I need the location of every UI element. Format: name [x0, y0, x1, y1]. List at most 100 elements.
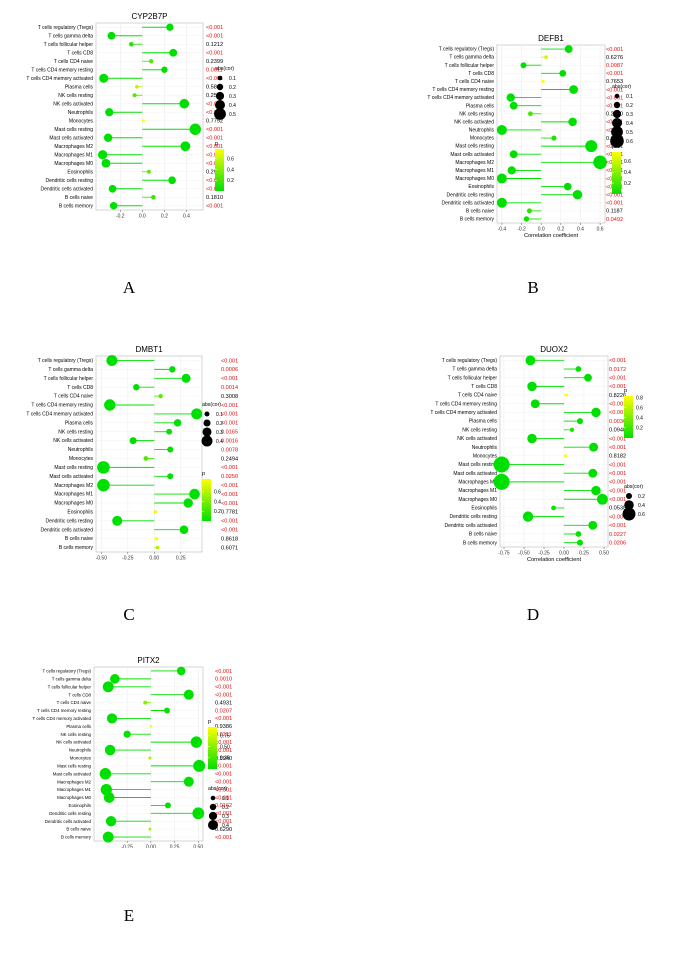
size-legend-label: 0.2 [638, 494, 645, 500]
lollipop-point [99, 73, 109, 83]
cell-type-label: Macrophages M2 [54, 144, 93, 150]
panel-letter-d: D [526, 605, 540, 624]
cell-type-label: Dendritic cells activated [444, 523, 497, 529]
lollipop-point [149, 59, 154, 64]
p-value-label: <0.001 [609, 514, 626, 520]
color-legend-label: 0.2 [227, 178, 234, 184]
lollipop-point [164, 707, 170, 714]
lollipop-point [132, 93, 137, 98]
lollipop-point [564, 393, 568, 397]
lollipop-point [568, 117, 577, 127]
cell-type-label: T cells CD4 memory activated [26, 412, 93, 418]
size-legend-label: 0.1 [216, 412, 223, 418]
lollipop-point [576, 418, 584, 425]
lollipop-point [179, 98, 190, 109]
size-legend-label: 0.2 [229, 85, 236, 91]
cell-type-label: T cells CD8 [468, 71, 494, 77]
color-legend-label: 0.6 [624, 159, 631, 165]
cell-type-label: T cells gamma delta [52, 676, 92, 681]
cell-type-label: T cells CD4 naive [458, 393, 497, 399]
cell-type-label: NK cells resting [58, 93, 93, 99]
lollipop-point [506, 93, 515, 102]
cell-type-label: T cells CD4 memory activated [26, 76, 93, 82]
p-value-label: <0.001 [206, 127, 223, 133]
x-tick-label: 0.50 [193, 845, 203, 849]
size-legend-key [215, 91, 225, 101]
lollipop-point [173, 419, 182, 427]
p-value-label: <0.001 [206, 178, 223, 184]
chart-title: PITX2 [137, 656, 160, 665]
p-value-label: 0.2399 [206, 59, 223, 65]
p-value-label: <0.001 [206, 153, 223, 159]
color-legend-label: 0.50 [220, 744, 230, 750]
lollipop-point [166, 428, 173, 435]
lollipop-point [148, 756, 152, 760]
lollipop-point [527, 381, 537, 392]
lollipop-point [143, 456, 149, 461]
p-value-label: 0.0207 [215, 708, 232, 714]
p-value-label: 0.1212 [206, 42, 223, 48]
lollipop-point [551, 505, 557, 511]
p-value-label: <0.001 [609, 384, 626, 390]
lollipop-point [180, 141, 191, 152]
p-value-label: <0.001 [221, 421, 238, 427]
panel-letter-a: A [122, 278, 136, 297]
lollipop-point [101, 158, 111, 168]
size-legend-title: abs(cor) [202, 402, 221, 408]
p-value-label: 0.2572 [206, 93, 223, 99]
cell-type-label: B cells naive [65, 536, 93, 542]
size-legend-key [216, 83, 224, 91]
lollipop-point [99, 768, 112, 780]
p-value-label: 0.1187 [606, 209, 623, 215]
color-legend-title: p [215, 141, 218, 147]
cell-type-label: T cells CD4 memory resting [31, 403, 93, 409]
p-value-label: <0.001 [606, 87, 623, 93]
lollipop-point [106, 354, 118, 366]
lollipop-point [192, 807, 205, 820]
cell-type-label: NK cells activated [454, 119, 494, 125]
cell-type-label: B cells memory [460, 217, 495, 223]
p-value-label: 0.0011 [206, 68, 223, 74]
size-legend-title: abs(cor) [215, 66, 234, 72]
cell-type-label: Neutrophils [68, 110, 94, 116]
lollipop-point [585, 140, 598, 153]
cell-type-label: T cells CD4 memory resting [432, 87, 494, 93]
p-value-label: <0.001 [609, 471, 626, 477]
cell-type-label: Mast cells resting [455, 144, 494, 150]
lollipop-point [544, 55, 548, 59]
cell-type-label: T cells CD4 memory resting [31, 67, 93, 73]
cell-type-label: T cells regulatory (Tregs) [38, 25, 94, 31]
size-legend-label: 0.3 [229, 94, 236, 100]
chart-title: DMBT1 [135, 345, 163, 354]
lollipop-point [569, 85, 578, 94]
lollipop-point [106, 713, 118, 724]
p-value-label: <0.001 [606, 95, 623, 101]
p-value-label: <0.001 [215, 740, 232, 746]
cell-type-label: Mast cells resting [54, 127, 93, 133]
p-value-label: 0.5940 [215, 756, 232, 762]
color-legend-label: 0.2 [214, 509, 221, 515]
size-legend-key [215, 100, 225, 110]
p-value-label: 0.7792 [206, 119, 223, 125]
p-value-label: 0.7653 [606, 79, 623, 85]
cell-type-label: Neutrophils [68, 447, 94, 453]
cell-type-label: Macrophages M1 [455, 168, 494, 174]
p-value-label: <0.001 [215, 779, 232, 785]
color-legend-label: 0.6 [227, 156, 234, 162]
color-legend-bar [208, 727, 217, 769]
cell-type-label: Macrophages M0 [54, 161, 93, 167]
cell-type-label: Plasma cells [66, 724, 91, 729]
lollipop-point [563, 182, 572, 191]
cell-type-label: Neutrophils [69, 748, 92, 753]
color-legend-label: 0.4 [624, 170, 631, 176]
cell-type-label: Eosinophils [471, 506, 497, 512]
p-value-label: <0.001 [206, 161, 223, 167]
plot-frame [95, 355, 203, 553]
lollipop-point [181, 373, 191, 383]
size-legend-key [209, 803, 217, 811]
lollipop-point [576, 539, 584, 546]
size-legend-label: 0.3 [222, 814, 229, 820]
p-value-label: <0.001 [215, 748, 232, 754]
p-value-label: <0.001 [609, 488, 626, 494]
cell-type-label: Macrophages M1 [57, 787, 91, 792]
